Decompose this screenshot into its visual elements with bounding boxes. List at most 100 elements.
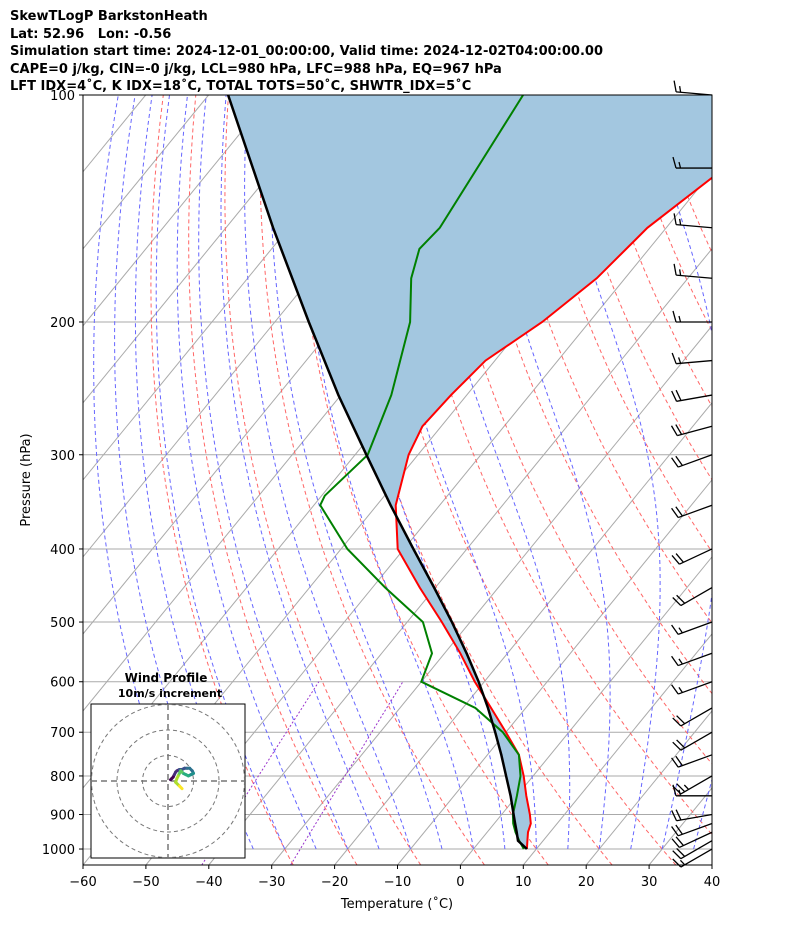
x-axis-label: Temperature (˚C) xyxy=(340,896,453,912)
title-line-1: SkewTLogP BarkstonHeath xyxy=(10,9,208,24)
dry-adiabat xyxy=(423,95,712,765)
isotherm-line xyxy=(83,95,209,250)
dry-adiabat xyxy=(259,95,485,865)
wind-barb xyxy=(672,731,713,751)
wind-barb xyxy=(671,831,713,849)
wind-barb xyxy=(672,775,713,795)
temperature-line xyxy=(394,176,712,850)
moist-adiabat xyxy=(176,95,317,850)
y-tick-label: 600 xyxy=(50,676,75,691)
isotherm-line xyxy=(522,633,712,865)
x-tick-label: 20 xyxy=(578,875,595,890)
wind-barb xyxy=(671,652,713,667)
wind-barb xyxy=(671,681,713,695)
dry-adiabat xyxy=(292,95,549,865)
moist-adiabat xyxy=(220,95,380,850)
x-tick-label: 10 xyxy=(515,875,532,890)
x-tick-label: −20 xyxy=(321,875,348,890)
y-tick-label: 800 xyxy=(50,770,75,785)
moist-adiabat xyxy=(545,95,661,850)
dry-adiabat xyxy=(717,95,794,865)
x-tick-label: −30 xyxy=(258,875,285,890)
moist-adiabat xyxy=(725,95,794,849)
y-tick-label: 700 xyxy=(50,726,75,741)
wind-barb xyxy=(671,621,713,635)
hodograph-segment xyxy=(177,784,184,791)
isotherm-line xyxy=(83,95,335,404)
wind-barb xyxy=(672,310,712,323)
chart-title-block: SkewTLogP BarkstonHeath Lat: 52.96 Lon: -… xyxy=(10,8,603,96)
isotherm-line xyxy=(271,325,712,865)
x-tick-label: −10 xyxy=(384,875,411,890)
x-tick-label: 40 xyxy=(704,875,721,890)
wind-barb xyxy=(671,504,713,519)
x-tick-label: −40 xyxy=(195,875,222,890)
x-tick-label: 0 xyxy=(456,875,464,890)
wind-barb xyxy=(672,156,712,169)
isotherm-line xyxy=(334,402,712,865)
y-axis-label: Pressure (hPa) xyxy=(19,433,34,526)
wind-barb xyxy=(672,707,713,727)
dry-adiabat xyxy=(188,95,358,865)
y-tick-label: 500 xyxy=(50,616,75,631)
wind-barb xyxy=(671,809,713,822)
moist-adiabat xyxy=(198,95,349,850)
moist-adiabat xyxy=(643,95,712,850)
dry-adiabat xyxy=(651,95,712,254)
title-line-2: Lat: 52.96 Lon: -0.56 xyxy=(10,26,172,42)
wind-barb xyxy=(672,848,713,868)
wind-barb xyxy=(671,352,713,365)
dry-adiabat xyxy=(750,95,794,865)
moist-adiabat xyxy=(155,95,286,850)
moist-adiabat xyxy=(244,95,411,850)
moist-adiabat xyxy=(693,777,712,850)
title-line-4: CAPE=0 j/kg, CIN=-0 j/kg, LCL=980 hPa, L… xyxy=(10,61,502,77)
cape-shaded-area xyxy=(228,95,712,849)
moist-adiabat xyxy=(269,95,443,850)
isotherm-line xyxy=(460,556,712,865)
y-tick-label: 300 xyxy=(50,449,75,464)
x-tick-label: −60 xyxy=(69,875,96,890)
isotherm-line xyxy=(145,170,712,865)
dry-adiabat xyxy=(390,95,712,836)
x-tick-label: 30 xyxy=(641,875,658,890)
hodograph-title: Wind Profile xyxy=(125,671,208,685)
wind-barb xyxy=(671,548,713,565)
isotherm-line xyxy=(208,247,712,865)
y-tick-label: 1000 xyxy=(42,843,75,858)
title-line-5: LFT IDX=4˚C, K IDX=18˚C, TOTAL TOTS=50˚C… xyxy=(10,79,472,94)
y-tick-label: 100 xyxy=(50,89,75,104)
wind-barb xyxy=(671,822,713,837)
wind-barb xyxy=(672,840,713,860)
dry-adiabat xyxy=(684,95,712,171)
title-line-3: Simulation start time: 2024-12-01_00:00:… xyxy=(10,44,603,59)
hodograph-subtitle: 10m/s increment xyxy=(118,687,222,700)
mixing-ratio-line xyxy=(290,681,404,865)
wind-barb xyxy=(672,586,713,607)
wind-barb xyxy=(673,80,713,96)
isotherm-line xyxy=(83,95,84,96)
moist-adiabat xyxy=(470,95,611,850)
isotherm-line xyxy=(585,710,712,865)
y-tick-label: 400 xyxy=(50,543,75,558)
wind-barb xyxy=(673,213,713,229)
y-tick-label: 900 xyxy=(50,809,75,824)
isotherm-line xyxy=(711,864,712,865)
isotherm-line xyxy=(775,95,794,865)
wind-barb xyxy=(671,389,713,402)
dry-adiabat xyxy=(150,95,294,865)
dry-adiabat xyxy=(782,95,794,865)
x-tick-label: −50 xyxy=(132,875,159,890)
isotherm-line xyxy=(83,95,272,327)
y-tick-label: 200 xyxy=(50,316,75,331)
parcel-path-line xyxy=(226,95,528,850)
wind-barb xyxy=(671,454,713,468)
wind-barb xyxy=(671,754,713,768)
moist-adiabat xyxy=(413,95,571,850)
moist-adiabat xyxy=(297,95,474,850)
dry-adiabat xyxy=(456,95,712,695)
wind-barb xyxy=(673,263,713,279)
dry-adiabat xyxy=(325,95,613,865)
wind-barb xyxy=(670,424,713,437)
